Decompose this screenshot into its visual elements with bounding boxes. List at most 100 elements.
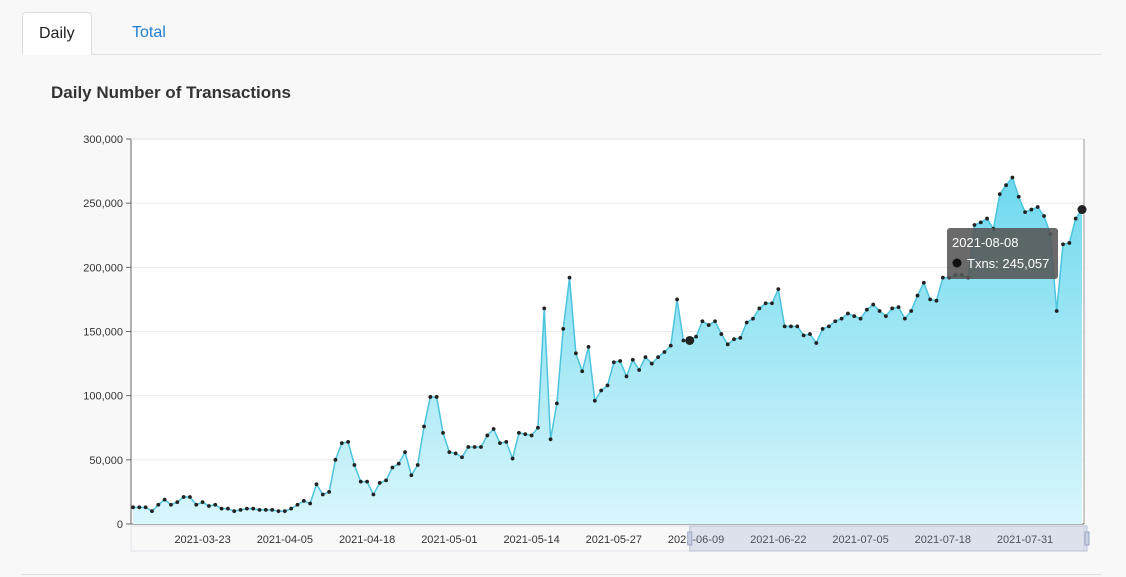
data-point[interactable] xyxy=(510,456,515,461)
data-point[interactable] xyxy=(289,506,294,511)
data-point[interactable] xyxy=(371,492,376,497)
data-point[interactable] xyxy=(770,301,774,306)
data-point[interactable] xyxy=(776,287,781,292)
data-point[interactable] xyxy=(789,324,793,329)
data-point[interactable] xyxy=(1035,205,1040,209)
data-point[interactable] xyxy=(744,320,749,325)
data-point[interactable] xyxy=(472,445,477,449)
data-point[interactable] xyxy=(624,374,629,379)
data-point[interactable] xyxy=(200,500,205,505)
data-point[interactable] xyxy=(611,360,616,365)
data-point[interactable] xyxy=(586,345,591,349)
data-point[interactable] xyxy=(782,324,787,329)
data-point[interactable] xyxy=(295,502,300,507)
data-point[interactable] xyxy=(403,450,407,455)
data-point[interactable] xyxy=(1023,210,1027,215)
data-point[interactable] xyxy=(194,502,199,507)
data-point[interactable] xyxy=(517,430,521,435)
data-point[interactable] xyxy=(327,490,332,494)
data-point[interactable] xyxy=(592,398,597,403)
data-point[interactable] xyxy=(276,509,281,514)
data-point[interactable] xyxy=(308,501,313,506)
data-point[interactable] xyxy=(738,336,743,340)
data-point[interactable] xyxy=(649,361,654,366)
data-point[interactable] xyxy=(940,275,945,280)
data-point[interactable] xyxy=(320,492,325,497)
data-point[interactable] xyxy=(491,427,496,431)
data-point[interactable] xyxy=(1016,194,1021,199)
data-point[interactable] xyxy=(554,401,559,406)
data-point[interactable] xyxy=(801,333,806,338)
data-point[interactable] xyxy=(1054,309,1059,313)
data-point[interactable] xyxy=(630,357,635,362)
data-point[interactable] xyxy=(453,451,458,456)
data-point[interactable] xyxy=(339,441,344,446)
data-point[interactable] xyxy=(820,327,825,331)
data-point[interactable] xyxy=(257,507,262,512)
data-point[interactable] xyxy=(523,432,528,437)
data-point[interactable] xyxy=(1061,242,1065,247)
data-point[interactable] xyxy=(573,351,578,356)
data-point[interactable] xyxy=(700,319,705,324)
zoom-handle-right[interactable] xyxy=(1084,531,1090,546)
data-point[interactable] xyxy=(365,479,369,484)
data-point[interactable] xyxy=(529,433,534,438)
data-point[interactable] xyxy=(852,314,857,318)
data-point[interactable] xyxy=(681,338,686,343)
data-point[interactable] xyxy=(270,507,275,512)
data-point[interactable] xyxy=(207,504,211,508)
data-point[interactable] xyxy=(883,314,888,318)
data-point[interactable] xyxy=(232,509,237,514)
data-point[interactable] xyxy=(498,441,502,446)
data-point[interactable] xyxy=(175,500,180,505)
data-point[interactable] xyxy=(915,293,920,298)
data-point[interactable] xyxy=(561,327,566,331)
data-point[interactable] xyxy=(833,319,838,324)
data-point[interactable] xyxy=(548,437,553,442)
data-point[interactable] xyxy=(447,450,452,455)
data-point[interactable] xyxy=(921,280,926,285)
data-point[interactable] xyxy=(466,445,471,449)
data-point[interactable] xyxy=(934,298,939,303)
data-point[interactable] xyxy=(301,499,306,503)
data-point[interactable] xyxy=(238,507,243,512)
data-point[interactable] xyxy=(377,481,382,485)
data-point[interactable] xyxy=(188,495,192,499)
data-point[interactable] xyxy=(605,383,610,388)
data-point[interactable] xyxy=(706,323,711,327)
data-point[interactable] xyxy=(542,306,547,311)
data-point[interactable] xyxy=(156,502,161,507)
data-point[interactable] xyxy=(827,324,831,329)
data-point[interactable] xyxy=(732,337,736,342)
data-point[interactable] xyxy=(536,425,540,430)
data-point[interactable] xyxy=(137,505,142,510)
zoom-slider[interactable] xyxy=(130,525,1090,552)
data-point[interactable] xyxy=(846,311,850,316)
data-point[interactable] xyxy=(864,307,869,312)
zoom-selection[interactable] xyxy=(689,525,1088,552)
data-point[interactable] xyxy=(131,505,135,510)
data-point[interactable] xyxy=(814,341,819,345)
data-point[interactable] xyxy=(244,506,249,511)
data-point[interactable] xyxy=(997,192,1002,197)
data-point[interactable] xyxy=(580,369,585,374)
data-point[interactable] xyxy=(226,506,230,511)
data-point[interactable] xyxy=(637,368,642,372)
data-point[interactable] xyxy=(219,506,224,511)
data-point[interactable] xyxy=(352,463,357,467)
data-point[interactable] xyxy=(972,223,977,227)
zoom-handle-left[interactable] xyxy=(687,531,693,546)
data-point[interactable] xyxy=(839,316,844,321)
data-point[interactable] xyxy=(181,495,186,499)
data-point[interactable] xyxy=(282,509,287,514)
data-point[interactable] xyxy=(643,355,648,360)
data-point[interactable] xyxy=(169,502,173,507)
data-point[interactable] xyxy=(358,479,363,484)
data-point[interactable] xyxy=(504,439,509,444)
data-point[interactable] xyxy=(213,502,218,507)
data-point[interactable] xyxy=(599,388,604,393)
data-point[interactable] xyxy=(890,306,895,311)
data-point[interactable] xyxy=(1004,183,1008,188)
data-point[interactable] xyxy=(763,301,768,306)
data-point[interactable] xyxy=(928,297,933,302)
